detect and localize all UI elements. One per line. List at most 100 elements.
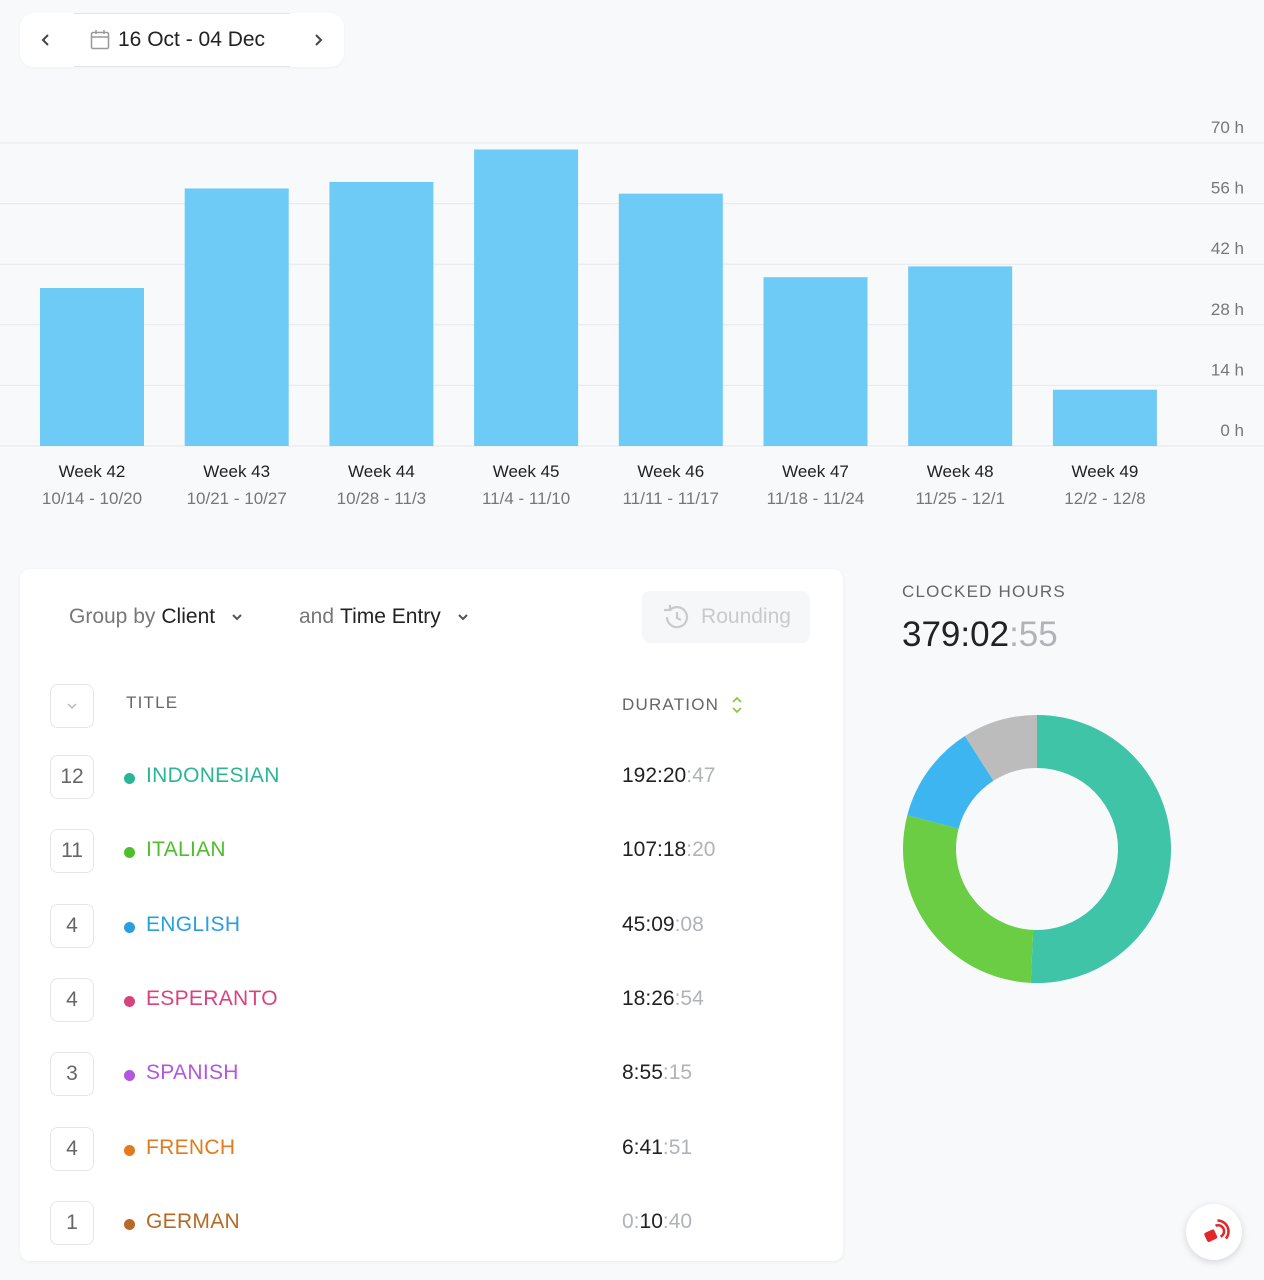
table-row[interactable]: 4 ESPERANTO 18:26:54 (20, 970, 843, 1030)
date-range-picker: 16 Oct - 04 Dec (20, 13, 344, 67)
chevron-down-icon (67, 703, 77, 710)
bar[interactable] (184, 188, 289, 446)
client-duration: 18:26:54 (622, 987, 704, 1011)
donut-slice[interactable] (907, 736, 994, 829)
entry-count-badge[interactable]: 1 (50, 1200, 94, 1245)
duration-hours-dim: 0: (622, 1209, 640, 1233)
y-tick-label: 70 h (1211, 118, 1244, 137)
bar[interactable] (329, 181, 434, 446)
duration-main: 45:09 (622, 912, 675, 936)
client-color-dot (124, 921, 135, 933)
entry-count-badge[interactable]: 4 (50, 903, 94, 948)
clocked-hours-seconds: :55 (1009, 615, 1058, 654)
entry-count-badge[interactable]: 4 (50, 1126, 94, 1171)
duration-seconds: :47 (686, 764, 716, 787)
y-tick-label: 14 h (1211, 360, 1244, 379)
duration-column-header[interactable]: DURATION (622, 695, 743, 715)
donut-slice[interactable] (964, 715, 1037, 781)
y-tick-label: 28 h (1211, 300, 1244, 319)
client-name: FRENCH (146, 1135, 236, 1159)
table-row[interactable]: 12 INDONESIAN 192:20:47 (20, 747, 843, 807)
client-name: ESPERANTO (146, 986, 278, 1010)
client-name: ITALIAN (146, 838, 226, 862)
x-date-range-label: 11/4 - 11/10 (482, 489, 570, 508)
table-row[interactable]: 4 ENGLISH 45:09:08 (20, 896, 843, 956)
client-duration: 0:10:40 (622, 1210, 692, 1234)
x-tick-label: Week 44 (348, 462, 415, 481)
date-range-label: 16 Oct - 04 Dec (118, 28, 266, 51)
chevron-left-icon (41, 34, 49, 46)
entry-count-badge[interactable]: 12 (50, 755, 94, 799)
sub-group-value: Time Entry (340, 605, 441, 628)
history-icon (664, 605, 689, 629)
bar[interactable] (618, 193, 723, 446)
duration-seconds: :08 (674, 912, 704, 936)
entry-count-badge[interactable]: 3 (50, 1052, 94, 1097)
x-date-range-label: 10/28 - 11/3 (337, 489, 426, 508)
duration-main: 192:20 (622, 764, 687, 787)
broadcast-icon (1204, 1219, 1230, 1242)
chevron-down-icon (232, 614, 242, 621)
x-tick-label: Week 48 (927, 462, 994, 481)
previous-range-button[interactable] (20, 13, 72, 67)
duration-main: 107:18 (622, 838, 687, 862)
duration-header-label: DURATION (622, 695, 720, 714)
y-tick-label: 42 h (1211, 239, 1244, 258)
bar[interactable] (908, 266, 1013, 446)
sub-group-select[interactable]: and Time Entry (299, 599, 469, 635)
clocked-hours-main: 379:02 (902, 615, 1010, 654)
bar[interactable] (40, 288, 144, 446)
client-color-dot (124, 773, 135, 784)
duration-seconds: :40 (662, 1209, 693, 1233)
entry-count-badge[interactable]: 4 (50, 977, 94, 1022)
bar[interactable] (1052, 389, 1157, 446)
report-table-card: Group by Client and Time Entry Rounding … (20, 569, 843, 1261)
next-range-button[interactable] (292, 13, 344, 67)
group-by-value: Client (161, 605, 216, 628)
bar-chart-svg: 70 h 56 h 42 h 28 h 14 h 0 h Week 42 10/14 - 10… (0, 118, 1264, 508)
x-tick-label: Week 47 (782, 462, 849, 481)
client-name: GERMAN (146, 1209, 240, 1233)
bar[interactable] (474, 149, 579, 446)
support-button[interactable] (1186, 1204, 1242, 1260)
expand-all-toggle[interactable] (50, 684, 94, 728)
client-duration: 192:20:47 (622, 764, 715, 788)
chevron-right-icon (315, 34, 323, 46)
x-tick-label: Week 45 (493, 462, 560, 481)
date-range-button[interactable]: 16 Oct - 04 Dec (74, 13, 290, 67)
duration-seconds: :20 (686, 838, 716, 862)
group-by-prefix: Group by (69, 605, 156, 628)
table-row[interactable]: 11 ITALIAN 107:18:20 (20, 821, 843, 881)
entry-count-badge[interactable]: 11 (50, 829, 94, 874)
x-date-range-label: 10/14 - 10/20 (42, 489, 142, 508)
client-name: ENGLISH (146, 912, 241, 936)
donut-slice[interactable] (1030, 715, 1172, 983)
rounding-button[interactable]: Rounding (642, 591, 810, 643)
clocked-hours-value: 379:02:55 (902, 615, 1058, 655)
client-color-dot (124, 1070, 135, 1082)
rounding-label: Rounding (701, 605, 791, 628)
duration-main: 18:26 (622, 986, 675, 1010)
title-column-header: TITLE (126, 693, 179, 712)
x-tick-label: Week 49 (1072, 462, 1139, 481)
x-date-range-label: 10/21 - 10/27 (187, 489, 287, 508)
sort-icon (732, 696, 742, 714)
x-date-range-label: 11/25 - 12/1 (915, 489, 1004, 508)
sub-group-prefix: and (299, 605, 335, 628)
chevron-down-icon (458, 614, 468, 621)
y-tick-label: 0 h (1220, 421, 1244, 440)
duration-seconds: :54 (674, 986, 704, 1010)
client-color-dot (124, 1144, 135, 1156)
duration-main: 10 (639, 1209, 663, 1233)
x-date-range-label: 12/2 - 12/8 (1064, 489, 1145, 508)
bar[interactable] (763, 277, 868, 446)
duration-main: 6:41 (622, 1135, 663, 1159)
client-color-dot (124, 847, 135, 859)
group-by-select[interactable]: Group by Client (69, 599, 243, 635)
client-name: INDONESIAN (146, 764, 280, 787)
x-tick-label: Week 46 (637, 462, 704, 481)
donut-slice[interactable] (903, 815, 1034, 983)
table-row[interactable]: 1 GERMAN 0:10:40 (20, 1193, 843, 1253)
table-row[interactable]: 4 FRENCH 6:41:51 (20, 1119, 843, 1179)
table-row[interactable]: 3 SPANISH 8:55:15 (20, 1044, 843, 1104)
